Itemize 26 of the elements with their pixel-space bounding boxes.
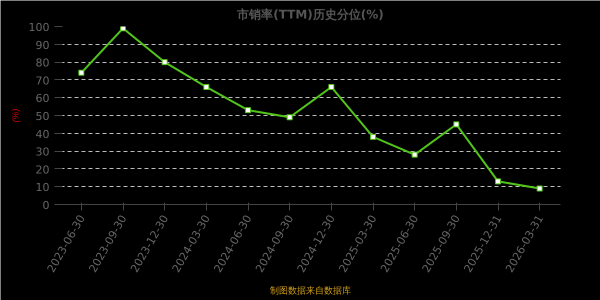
y-tick-label: 30: [36, 146, 50, 159]
point: [370, 134, 376, 140]
y-tick-label: 40: [36, 128, 50, 141]
point: [328, 84, 334, 90]
y-tick-label: 50: [36, 110, 50, 123]
y-tick-label: 20: [36, 163, 50, 176]
y-tick-label: 100: [28, 21, 50, 34]
y-tick-label: 10: [36, 181, 50, 194]
y-tick-label: 0: [42, 199, 50, 212]
point: [536, 185, 543, 192]
point: [453, 121, 460, 128]
point: [495, 178, 501, 184]
text: 制图数据来自数据库: [270, 286, 351, 296]
chart-title: 市销率(TTM)历史分位(%): [236, 8, 384, 22]
point: [120, 26, 126, 32]
y-axis-title: (%): [10, 108, 21, 122]
y-tick-label: 90: [36, 38, 50, 52]
point: [78, 70, 84, 76]
point: [286, 114, 293, 120]
point: [203, 84, 210, 90]
point: [245, 107, 251, 114]
y-tick-label: 60: [36, 92, 50, 106]
y-tick-label: 70: [36, 74, 50, 88]
point: [162, 59, 168, 66]
point: [412, 152, 418, 158]
y-tick-label: 80: [36, 56, 50, 70]
